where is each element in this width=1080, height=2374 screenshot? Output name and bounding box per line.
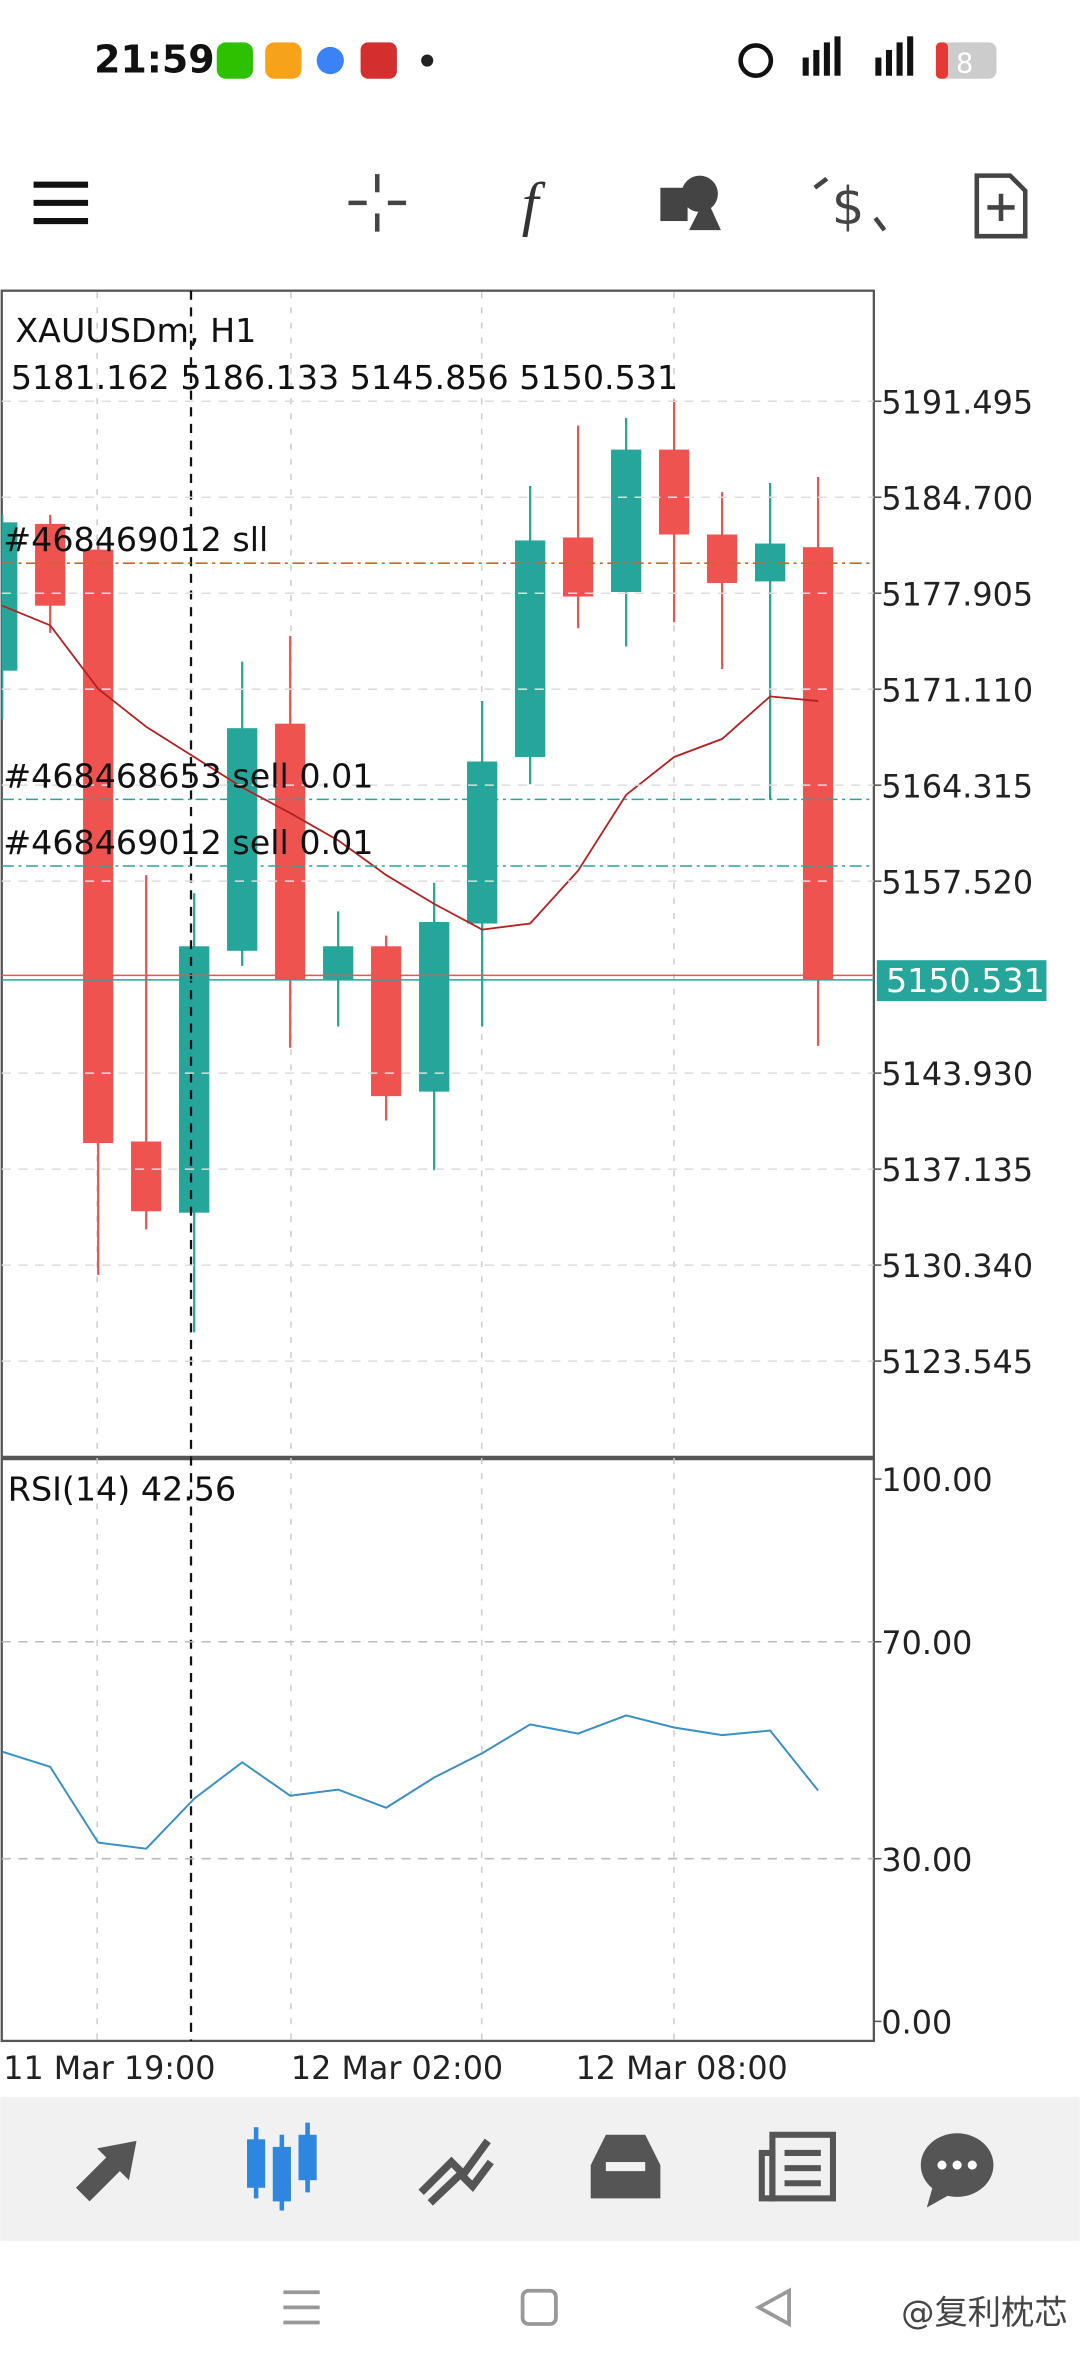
trade-button[interactable]: $ (813, 176, 887, 237)
system-nav[interactable] (283, 2287, 791, 2328)
rsi-line (1, 1714, 819, 1850)
rsi-value: 42.56 (141, 1469, 236, 1508)
candle-body (419, 921, 450, 1092)
quotes-tab[interactable] (75, 2140, 137, 2202)
watermark: @复利枕芯 (901, 2293, 1067, 2332)
chart-tab[interactable] (247, 2122, 317, 2211)
order-label: #468468653 sell 0.01 (3, 756, 373, 795)
news-tab[interactable] (758, 2131, 836, 2202)
y-tick-label: 5191.495 (881, 384, 1033, 421)
price-tag (876, 960, 1047, 1002)
y-tick-label: 0.00 (881, 2005, 952, 2042)
candle-body (371, 946, 402, 1097)
y-tick-label: 5157.520 (881, 864, 1033, 901)
x-tick-label: 12 Mar 02:00 (291, 2050, 503, 2087)
y-tick-label: 5184.700 (881, 480, 1033, 517)
rsi-readout: RSI(14) 42.56 (8, 1469, 236, 1508)
x-tick-label: 11 Mar 19:00 (3, 2050, 215, 2087)
clock: 21:59 (94, 38, 214, 82)
trade-tab[interactable] (418, 2138, 494, 2206)
x-tick-label: 12 Mar 08:00 (576, 2050, 788, 2087)
new-order-button[interactable] (974, 173, 1028, 239)
y-tick-label: 70.00 (881, 1625, 972, 1662)
y-tick-label: 30.00 (881, 1842, 972, 1879)
order-label: #468469012 sell 0.01 (3, 823, 373, 862)
candle-body (323, 946, 354, 980)
indicators-button[interactable]: f (522, 171, 546, 238)
price-tag-label: 5150.531 (886, 961, 1045, 1000)
high-value: 5186.133 (180, 358, 339, 397)
candle-body (275, 723, 306, 980)
order-label: #468469012 sll (3, 520, 268, 559)
history-tab[interactable] (590, 2134, 661, 2199)
candle-body (35, 523, 66, 606)
symbol-title: XAUUSDm, H1 (15, 311, 256, 350)
y-tick-label: 5171.110 (881, 672, 1033, 709)
status-apps (216, 42, 434, 79)
menu-button[interactable] (33, 181, 89, 225)
candle-body (131, 1141, 162, 1212)
candle-body (179, 946, 210, 1213)
candle-body (802, 547, 834, 980)
objects-button[interactable] (660, 175, 721, 231)
open-value: 5181.162 (11, 358, 170, 397)
y-tick-label: 5164.315 (881, 768, 1033, 805)
y-tick-label: 100.00 (881, 1462, 992, 1499)
candle-body (706, 534, 738, 583)
candle-body (1, 522, 18, 671)
y-tick-label: 5143.930 (881, 1056, 1033, 1093)
ohlc-readout: 5181.162 5186.133 5145.856 5150.531 (11, 358, 678, 397)
rsi-title: RSI(14) (8, 1469, 130, 1508)
crosshair-button[interactable] (348, 174, 407, 232)
bottom-nav (0, 2096, 1080, 2241)
y-tick-label: 5123.545 (881, 1344, 1033, 1381)
chat-tab[interactable] (920, 2133, 994, 2208)
moving-average (1, 604, 819, 931)
candle-body (563, 537, 594, 597)
low-value: 5145.856 (350, 358, 509, 397)
chart-frame (0, 289, 875, 2043)
battery-level: 8 (956, 49, 973, 80)
y-tick-label: 5177.905 (881, 576, 1033, 613)
candle-body (659, 449, 690, 535)
candle-body (515, 540, 546, 757)
candle-body (611, 449, 642, 592)
status-icons (738, 36, 997, 79)
y-tick-label: 5137.135 (881, 1152, 1033, 1189)
candle-body (83, 549, 114, 1144)
candle-body (227, 728, 258, 951)
plot (1, 399, 834, 1850)
candle-body (467, 761, 498, 924)
y-tick-label: 5130.340 (881, 1248, 1033, 1285)
svg-text:$: $ (832, 177, 865, 237)
close-value: 5150.531 (519, 358, 678, 397)
